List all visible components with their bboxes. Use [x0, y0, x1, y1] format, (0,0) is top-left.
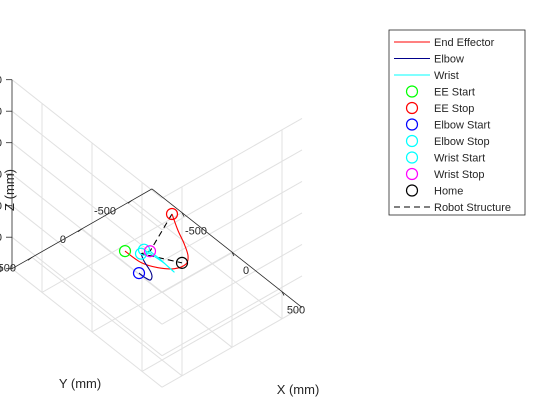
series-wrist — [143, 249, 175, 273]
grid-line — [11, 142, 163, 262]
marker-wrist-start — [137, 243, 151, 256]
legend-swatch-marker — [405, 167, 419, 181]
y-tick-label: -500 — [94, 205, 116, 217]
y-tick-label: 500 — [0, 262, 16, 274]
y-tick-mark — [27, 256, 33, 261]
grid-line — [11, 110, 163, 231]
legend-swatch-marker — [405, 85, 419, 98]
marker-ee-stop — [165, 207, 179, 221]
z-tick-label: 300 — [0, 169, 2, 181]
x-tick-mark — [231, 251, 235, 257]
grid-line — [161, 117, 303, 199]
legend-label: Robot Structure — [434, 202, 511, 214]
data-series — [118, 207, 189, 281]
legend-label: EE Stop — [434, 103, 474, 115]
legend-item-ee-stop: EE Stop — [405, 101, 474, 115]
grid-line — [11, 79, 163, 199]
z-tick-label: 500 — [0, 106, 2, 118]
legend-label: Elbow Start — [434, 120, 490, 132]
x-tick-label: 0 — [243, 265, 249, 277]
legend-item-wrist-start: Wrist Start — [405, 151, 485, 165]
legend-item-end-effector: End Effector — [394, 37, 495, 49]
grid-line — [11, 173, 163, 294]
x-axis-label: X (mm) — [277, 382, 320, 397]
grid-line — [11, 205, 163, 325]
marker-ee-start — [118, 244, 132, 258]
legend-item-ee-start: EE Start — [405, 85, 475, 99]
marker-elbow-stop — [134, 247, 148, 260]
legend-item-wrist-stop: Wrist Stop — [405, 167, 485, 181]
y-tick-mark — [77, 228, 83, 233]
legend-swatch-marker — [405, 101, 419, 115]
legend: End Effector Elbow Wrist EE Start EE Stop Elb… — [388, 29, 526, 216]
x-axis-line — [151, 188, 303, 308]
grid-line — [161, 243, 303, 325]
series-elbow — [138, 253, 153, 281]
grid-line — [81, 228, 233, 348]
grid-lines — [11, 79, 303, 388]
legend-label: EE Start — [434, 87, 475, 99]
x-tick-mark — [281, 291, 285, 296]
z-tick-label: 100 — [0, 232, 2, 244]
z-tick-label: 400 — [0, 138, 2, 150]
legend-swatch-marker — [405, 134, 419, 148]
marker-wrist-stop — [143, 245, 157, 258]
legend-label: Wrist Start — [434, 153, 485, 165]
legend-label: End Effector — [434, 37, 495, 49]
legend-swatch-marker — [405, 184, 419, 197]
z-tick-label: 0 — [0, 264, 2, 276]
grid-line — [131, 199, 283, 320]
grid-line — [11, 236, 163, 357]
y-tick-label: 0 — [60, 234, 66, 246]
marker-elbow-start — [132, 267, 146, 280]
legend-label: Wrist — [434, 70, 459, 82]
legend-box — [388, 29, 526, 216]
legend-item-wrist: Wrist — [394, 70, 459, 82]
legend-label: Elbow — [434, 54, 464, 66]
legend-label: Elbow Stop — [434, 136, 490, 148]
legend-swatch-marker — [405, 151, 419, 164]
grid-line — [31, 256, 183, 377]
legend-item-elbow: Elbow — [394, 54, 464, 66]
legend-item-robot-structure: Robot Structure — [394, 202, 511, 214]
legend-label: Wrist Stop — [434, 169, 485, 181]
x-tick-label: 500 — [287, 305, 305, 317]
legend-item-elbow-start: Elbow Start — [405, 118, 490, 132]
grid-line — [161, 149, 303, 231]
y-tick-mark — [127, 199, 133, 204]
legend-item-home: Home — [405, 184, 463, 198]
legend-label: Home — [434, 186, 463, 198]
grid-line — [11, 268, 163, 388]
back-panes — [12, 79, 302, 388]
z-tick-label: 200 — [0, 201, 2, 213]
marker-home — [175, 256, 189, 269]
x-tick-label: -500 — [185, 226, 207, 238]
legend-swatch-marker — [405, 118, 419, 131]
grid-line — [161, 306, 303, 388]
x-tick-mark — [181, 212, 185, 217]
legend-item-elbow-stop: Elbow Stop — [405, 134, 490, 148]
z-axis-label: Z (mm) — [2, 169, 17, 211]
z-tick-label: 600 — [0, 75, 2, 87]
series-robot-structure — [140, 213, 183, 264]
y-axis-label: Y (mm) — [59, 376, 101, 391]
